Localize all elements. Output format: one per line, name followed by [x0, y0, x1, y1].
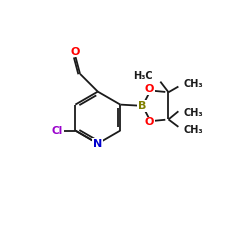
Text: O: O: [144, 118, 154, 128]
Text: CH₃: CH₃: [184, 78, 204, 88]
Text: Cl: Cl: [52, 126, 63, 136]
Text: CH₃: CH₃: [184, 108, 204, 118]
Text: B: B: [138, 101, 147, 111]
Text: H₃C: H₃C: [133, 71, 153, 81]
Text: O: O: [144, 84, 154, 94]
Text: O: O: [71, 46, 80, 56]
Text: CH₃: CH₃: [184, 125, 204, 135]
Text: N: N: [93, 138, 102, 148]
